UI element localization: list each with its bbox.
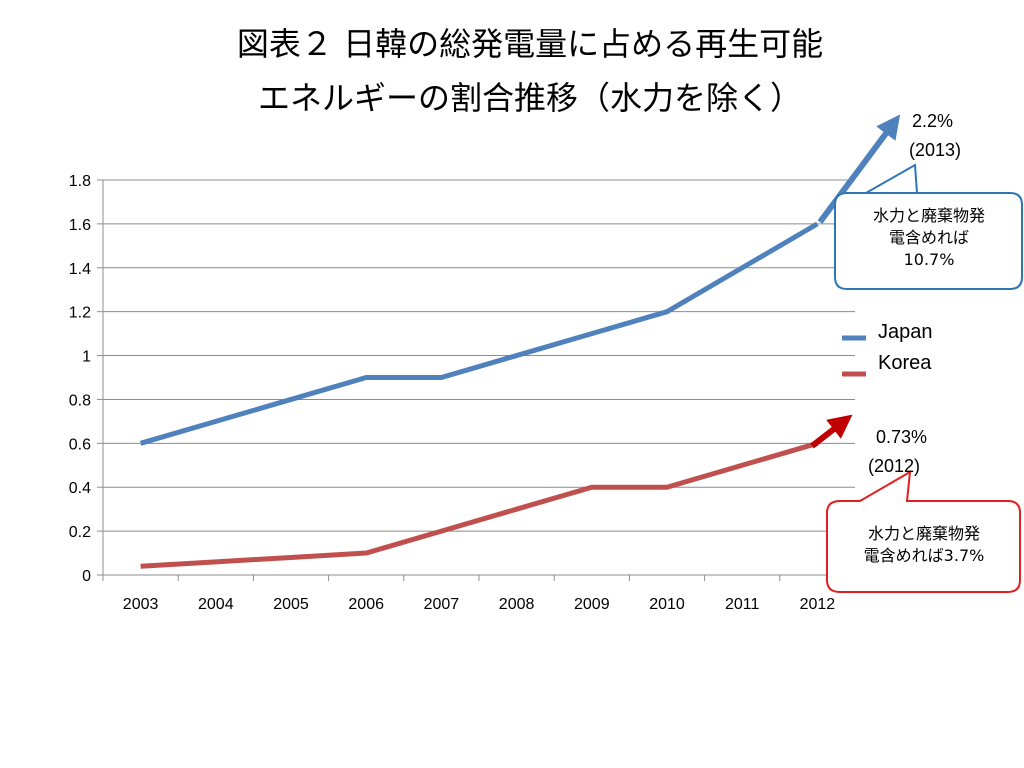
chart-title-line2: エネルギーの割合推移（水力を除く） <box>257 79 802 117</box>
x-tick-label: 2005 <box>273 596 309 613</box>
x-tick-labels: 2003 2004 2005 2006 2007 2008 2009 2010 2011 2012 <box>123 596 835 613</box>
legend-korea-label: Korea <box>878 352 932 374</box>
korea-2012-value: 0.73% <box>876 427 928 447</box>
korea-trend-arrow <box>810 414 853 449</box>
x-tick-label: 2012 <box>800 596 836 613</box>
korea-callout-text: 水力と廃棄物発 電含めれば3.7% <box>830 523 1018 567</box>
korea-2012-year: (2012) <box>868 456 921 476</box>
series-line-korea <box>140 440 819 569</box>
chart-title-line1: 図表２ 日韓の総発電量に占める再生可能 <box>236 25 824 63</box>
x-tick-label: 2004 <box>198 596 234 613</box>
gridlines <box>103 179 855 532</box>
x-tick-label: 2009 <box>574 596 610 613</box>
y-tick-label: 1.4 <box>69 261 91 278</box>
japan-callout-text: 水力と廃棄物発 電含めれば 10.7% <box>838 205 1020 271</box>
japan-callout-box <box>834 163 1023 290</box>
korea-callout-line1: 水力と廃棄物発 <box>867 524 980 543</box>
series-line-japan <box>139 221 819 446</box>
japan-callout-line3: 10.7% <box>903 250 955 269</box>
japan-trend-arrow <box>817 114 901 224</box>
x-tick-label: 2008 <box>499 596 535 613</box>
japan-2013-year: (2013) <box>909 140 962 160</box>
series-lines <box>139 221 819 569</box>
y-tick-label: 1 <box>82 349 91 366</box>
korea-callout-line2: 電含めれば3.7% <box>863 546 985 565</box>
y-tick-label: 0 <box>82 568 91 585</box>
y-tick-label: 0.6 <box>69 436 91 453</box>
x-tick-label: 2007 <box>424 596 460 613</box>
korea-callout-box <box>826 470 1021 593</box>
japan-callout-line2: 電含めれば <box>888 228 969 247</box>
japan-2013-value: 2.2% <box>912 111 954 131</box>
x-tick-label: 2010 <box>649 596 685 613</box>
legend-japan-label: Japan <box>878 321 933 343</box>
y-tick-label: 0.4 <box>69 480 91 497</box>
y-tick-label: 0.2 <box>69 524 91 541</box>
x-tick-label: 2003 <box>123 596 159 613</box>
y-tick-label: 1.6 <box>69 217 91 234</box>
japan-callout-line1: 水力と廃棄物発 <box>872 206 985 225</box>
y-tick-labels: 0 0.2 0.4 0.6 0.8 1 1.2 1.4 1.6 1.8 <box>69 173 91 585</box>
y-tick-label: 1.8 <box>69 173 91 190</box>
x-tick-label: 2006 <box>348 596 384 613</box>
x-tick-label: 2011 <box>725 596 760 613</box>
y-tick-label: 1.2 <box>69 305 91 322</box>
y-tick-label: 0.8 <box>69 392 91 409</box>
